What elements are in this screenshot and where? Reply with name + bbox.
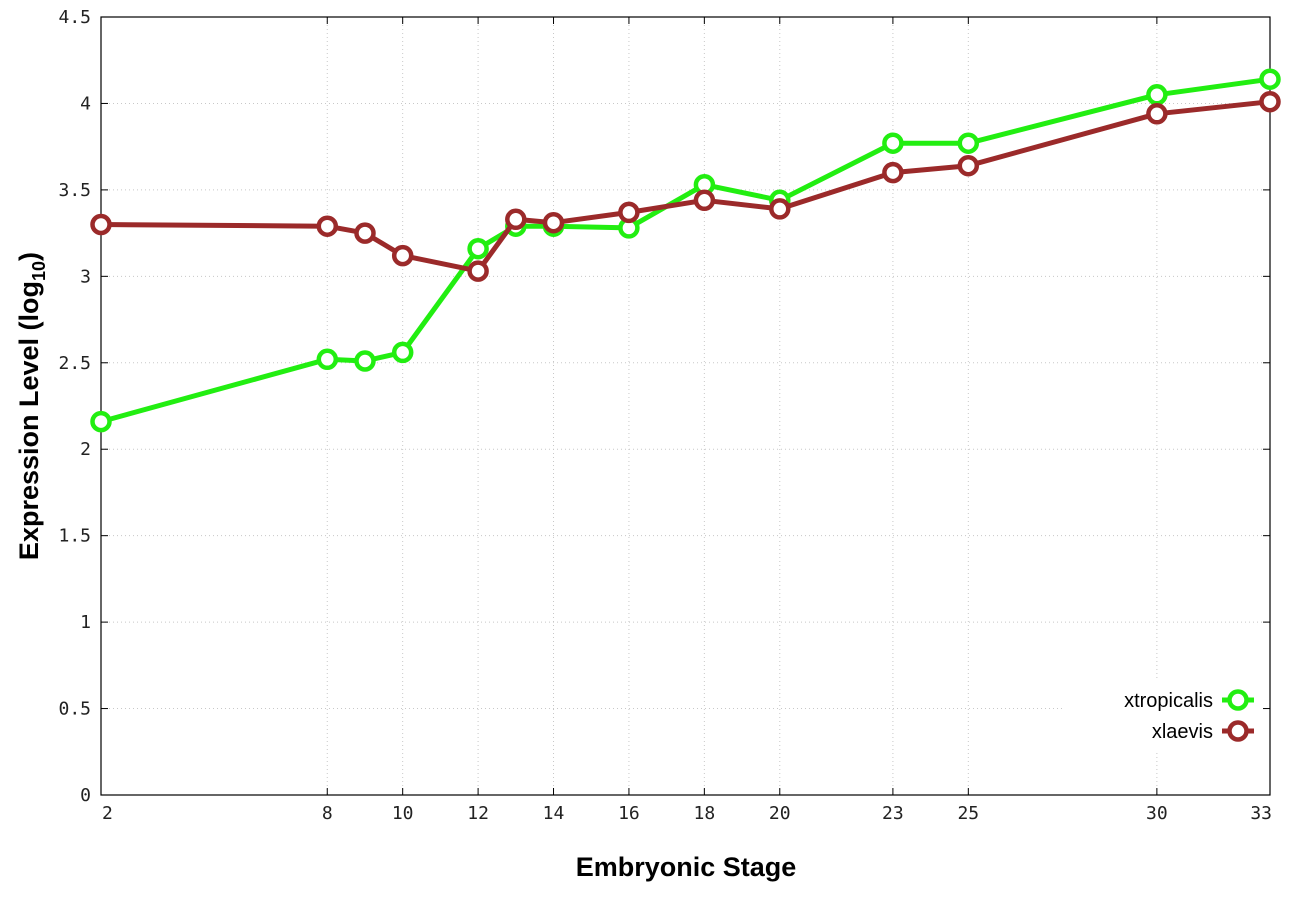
data-series xyxy=(90,68,1281,433)
data-point xyxy=(957,132,980,154)
data-point xyxy=(693,189,716,212)
data-point xyxy=(354,222,376,244)
data-point xyxy=(1146,103,1168,125)
legend-entry-xlaevis: xlaevis xyxy=(1152,720,1254,743)
data-point xyxy=(316,348,339,371)
y-tick-label: 2.5 xyxy=(58,353,91,374)
y-tick-label: 2 xyxy=(80,439,91,460)
legend-background xyxy=(1062,680,1262,750)
x-tick-label: 8 xyxy=(322,803,333,824)
data-point xyxy=(391,244,414,267)
x-tick-label: 18 xyxy=(694,803,716,824)
y-tick-label: 1.5 xyxy=(58,526,91,547)
y-tick-label: 3 xyxy=(80,266,91,287)
y-tick-label: 1 xyxy=(80,612,91,633)
data-point xyxy=(769,198,791,220)
data-point xyxy=(391,341,414,364)
legend-marker xyxy=(1227,720,1249,742)
data-point xyxy=(354,350,376,372)
data-point xyxy=(1259,90,1281,113)
x-tick-label: 12 xyxy=(467,803,489,824)
y-axis-tick-labels: 0 0.5 1 1.5 2 2.5 3 3.5 4 4.5 xyxy=(58,7,91,806)
data-point xyxy=(1146,84,1168,106)
x-tick-label: 10 xyxy=(392,803,414,824)
data-point xyxy=(542,211,565,234)
series-xtropicalis xyxy=(90,68,1281,433)
data-point xyxy=(467,260,489,282)
data-point xyxy=(618,201,640,224)
legend-marker xyxy=(1227,689,1249,711)
x-tick-label: 23 xyxy=(882,803,904,824)
grid-lines xyxy=(101,17,1270,795)
data-point xyxy=(882,132,904,154)
x-tick-label: 33 xyxy=(1250,803,1272,824)
x-tick-label: 14 xyxy=(543,803,565,824)
legend-label: xtropicalis xyxy=(1124,690,1213,712)
x-axis-tick-labels: 2 8 10 12 14 16 18 20 23 25 30 33 xyxy=(102,803,1272,824)
data-point xyxy=(90,213,112,236)
data-point xyxy=(505,208,527,231)
data-point xyxy=(1259,68,1281,90)
legend-label: xlaevis xyxy=(1152,721,1213,743)
y-tick-label: 4 xyxy=(80,93,91,114)
y-tick-label: 0 xyxy=(80,785,91,806)
y-tick-label: 0.5 xyxy=(58,699,91,720)
y-tick-label: 4.5 xyxy=(58,7,91,28)
x-tick-label: 16 xyxy=(618,803,640,824)
data-point xyxy=(316,215,339,237)
legend-entry-xtropicalis: xtropicalis xyxy=(1124,689,1254,712)
axis-ticks xyxy=(100,16,1271,796)
legend: xtropicalis xlaevis xyxy=(1062,680,1262,750)
series-xlaevis xyxy=(90,90,1281,282)
data-point xyxy=(957,154,980,177)
y-tick-label: 3.5 xyxy=(58,180,91,201)
x-tick-label: 20 xyxy=(769,803,791,824)
series-line xyxy=(100,99,1271,274)
y-axis-title: Expression Level (log10) xyxy=(14,252,49,560)
x-axis-title: Embryonic Stage xyxy=(576,852,797,882)
x-tick-label: 30 xyxy=(1146,803,1168,824)
plot-frame xyxy=(100,16,1271,796)
x-tick-label: 2 xyxy=(102,803,113,824)
data-point xyxy=(90,410,112,433)
data-point xyxy=(882,161,904,184)
x-tick-label: 25 xyxy=(957,803,979,824)
data-point xyxy=(467,237,489,260)
